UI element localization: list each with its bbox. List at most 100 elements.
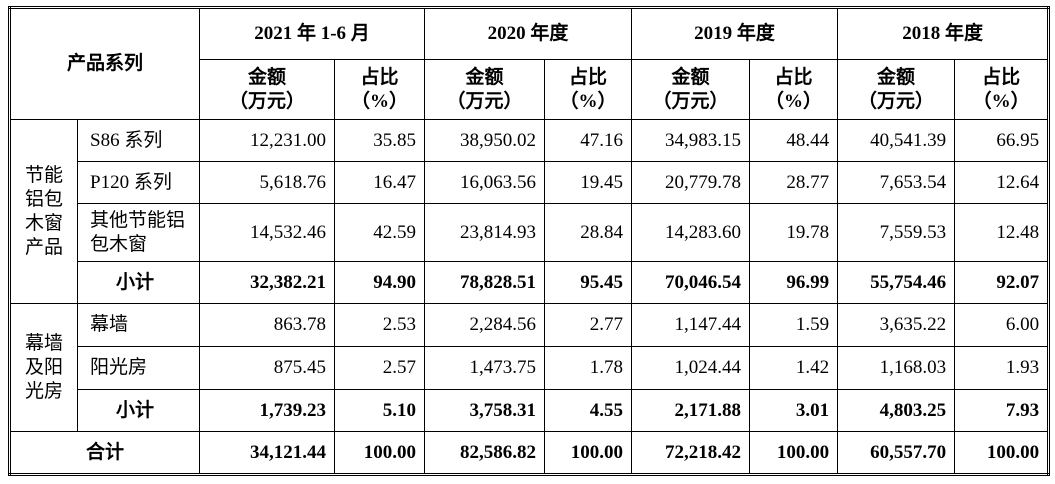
share-cell: 66.95 bbox=[954, 119, 1050, 162]
share-cell: 28.84 bbox=[544, 203, 633, 262]
share-cell: 28.77 bbox=[749, 161, 839, 204]
share-cell: 4.55 bbox=[544, 389, 633, 432]
amount-cell: 1,473.75 bbox=[424, 346, 546, 390]
share-cell: 19.45 bbox=[544, 161, 633, 204]
share-cell: 47.16 bbox=[544, 119, 633, 162]
share-cell: 1.42 bbox=[749, 346, 839, 390]
amount-cell: 14,283.60 bbox=[631, 203, 751, 262]
header-line: （%） bbox=[972, 90, 1030, 112]
period-header: 2019 年度 bbox=[631, 7, 839, 60]
row-label: 幕墙 bbox=[76, 303, 201, 347]
share-cell: 96.99 bbox=[749, 261, 839, 304]
amount-cell: 20,779.78 bbox=[631, 161, 751, 204]
share-cell: 94.90 bbox=[334, 261, 426, 304]
amount-cell: 1,168.03 bbox=[837, 346, 956, 390]
amount-cell: 70,046.54 bbox=[631, 261, 751, 304]
period-header: 2020 年度 bbox=[424, 7, 633, 60]
amount-header: 金额 （万元） bbox=[837, 59, 956, 120]
share-cell: 48.44 bbox=[749, 119, 839, 162]
amount-cell: 78,828.51 bbox=[424, 261, 546, 304]
share-cell: 7.93 bbox=[954, 389, 1050, 432]
share-cell: 5.10 bbox=[334, 389, 426, 432]
row-label: P120 系列 bbox=[76, 161, 201, 204]
amount-cell: 5,618.76 bbox=[199, 161, 336, 204]
table-row: 产品系列 2021 年 1-6 月 2020 年度 2019 年度 2018 年度 bbox=[8, 7, 1050, 120]
amount-cell: 72,218.42 bbox=[631, 431, 751, 475]
table-row: 合计 34,121.44 100.00 82,586.82 100.00 72,218.4… bbox=[8, 431, 1050, 475]
row-label: 其他节能铝包木窗 bbox=[76, 203, 201, 262]
share-cell: 42.59 bbox=[334, 203, 426, 262]
table-body: 产品系列 2021 年 1-6 月 2020 年度 2019 年度 2018 年度 金额（… bbox=[8, 7, 1050, 475]
amount-header: 金额 （万元） bbox=[199, 59, 336, 120]
amount-cell: 1,739.23 bbox=[199, 389, 336, 432]
subtotal-label: 小计 bbox=[76, 389, 201, 432]
amount-cell: 2,171.88 bbox=[631, 389, 751, 432]
amount-cell: 40,541.39 bbox=[837, 119, 956, 162]
share-cell: 100.00 bbox=[334, 431, 426, 475]
amount-cell: 4,803.25 bbox=[837, 389, 956, 432]
share-cell: 1.93 bbox=[954, 346, 1050, 390]
amount-cell: 34,121.44 bbox=[199, 431, 336, 475]
amount-cell: 32,382.21 bbox=[199, 261, 336, 304]
amount-cell: 875.45 bbox=[199, 346, 336, 390]
share-cell: 3.01 bbox=[749, 389, 839, 432]
header-line: 金额 bbox=[877, 66, 916, 88]
amount-cell: 23,814.93 bbox=[424, 203, 546, 262]
header-line: 占比 bbox=[360, 66, 399, 88]
amount-cell: 55,754.46 bbox=[837, 261, 956, 304]
share-cell: 100.00 bbox=[544, 431, 633, 475]
table-row: 幕墙及阳光房 幕墙 863.78 2.53 2,284.56 2.77 1,147.44 1.… bbox=[9, 303, 1050, 432]
amount-cell: 7,653.54 bbox=[837, 161, 956, 204]
header-line: （万元） bbox=[229, 90, 306, 112]
header-line: 占比 bbox=[569, 66, 608, 88]
share-header: 占比 （%） bbox=[334, 59, 426, 120]
table-row: 小计 32,382.21 94.90 78,828.51 95.45 70,046.54 9… bbox=[10, 261, 1050, 304]
total-label: 合计 bbox=[8, 431, 201, 475]
row-label: 阳光房 bbox=[76, 346, 201, 390]
share-cell: 2.53 bbox=[334, 303, 426, 347]
amount-cell: 38,950.02 bbox=[424, 119, 546, 162]
corner-header: 产品系列 bbox=[8, 7, 201, 120]
share-cell: 95.45 bbox=[544, 261, 633, 304]
sales-table: 产品系列 2021 年 1-6 月 2020 年度 2019 年度 2018 年度 金额（… bbox=[8, 6, 1051, 476]
share-cell: 1.78 bbox=[544, 346, 633, 390]
share-cell: 16.47 bbox=[334, 161, 426, 204]
amount-header: 金额 （万元） bbox=[424, 59, 546, 120]
amount-cell: 82,586.82 bbox=[424, 431, 546, 475]
header-line: 占比 bbox=[982, 66, 1021, 88]
share-cell: 12.64 bbox=[954, 161, 1050, 204]
header-line: （%） bbox=[559, 90, 617, 112]
share-cell: 6.00 bbox=[954, 303, 1050, 347]
share-header: 占比 （%） bbox=[749, 59, 839, 120]
share-cell: 92.07 bbox=[954, 261, 1050, 304]
share-cell: 2.57 bbox=[334, 346, 426, 390]
amount-cell: 7,559.53 bbox=[837, 203, 956, 262]
table-row: 节能铝包木窗产品 S86 系列 12,231.00 35.85 38,950.02 47.… bbox=[9, 119, 1050, 304]
table-row: 小计 1,739.23 5.10 3,758.31 4.55 2,171.88 3.01 4,… bbox=[10, 389, 1050, 432]
share-cell: 12.48 bbox=[954, 203, 1050, 262]
table-row: 其他节能铝包木窗 14,532.46 42.59 23,814.93 28.84 14,2… bbox=[10, 203, 1050, 262]
row-label: S86 系列 bbox=[76, 119, 201, 162]
share-cell: 2.77 bbox=[544, 303, 633, 347]
share-cell: 19.78 bbox=[749, 203, 839, 262]
amount-cell: 863.78 bbox=[199, 303, 336, 347]
share-cell: 100.00 bbox=[954, 431, 1050, 475]
amount-cell: 1,147.44 bbox=[631, 303, 751, 347]
header-line: 金额 bbox=[671, 66, 710, 88]
share-header: 占比 （%） bbox=[954, 59, 1050, 120]
amount-cell: 1,024.44 bbox=[631, 346, 751, 390]
table-row: 金额 （万元） 占比 （%） 金额 （万元） 占比 （%） 金额 （万元） 占比 （%） 金额 （万元）占… bbox=[10, 59, 1050, 120]
header-line: （万元） bbox=[652, 90, 729, 112]
share-header: 占比 （%） bbox=[544, 59, 633, 120]
header-line: （%） bbox=[765, 90, 823, 112]
amount-cell: 3,758.31 bbox=[424, 389, 546, 432]
amount-cell: 12,231.00 bbox=[199, 119, 336, 162]
table-row: P120 系列 5,618.76 16.47 16,063.56 19.45 20,779… bbox=[10, 161, 1050, 204]
amount-cell: 2,284.56 bbox=[424, 303, 546, 347]
amount-cell: 60,557.70 bbox=[837, 431, 956, 475]
amount-cell: 14,532.46 bbox=[199, 203, 336, 262]
subtotal-label: 小计 bbox=[76, 261, 201, 304]
group-label: 节能铝包木窗产品 bbox=[9, 119, 78, 304]
header-line: （%） bbox=[351, 90, 409, 112]
amount-cell: 16,063.56 bbox=[424, 161, 546, 204]
